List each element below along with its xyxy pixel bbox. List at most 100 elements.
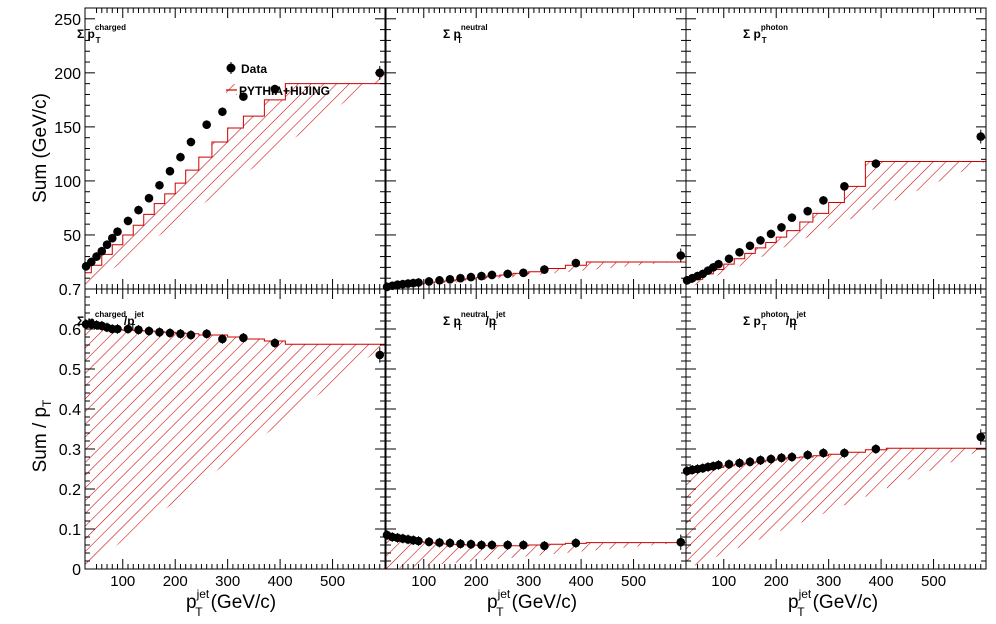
data-point <box>86 257 96 267</box>
data-point <box>777 223 786 232</box>
ylabel-bottom: Sum / pT <box>30 399 54 472</box>
data-point <box>424 537 434 547</box>
panel-photon-frac: 100 200 300 400 500 Σ pphoton T/pjet T <box>682 288 987 590</box>
mc-histogram <box>84 324 386 569</box>
data-point <box>218 334 227 344</box>
y-tick-label: 150 <box>54 120 81 137</box>
data-point <box>819 448 828 458</box>
data-point <box>803 206 812 216</box>
data-point <box>519 268 528 278</box>
data-point <box>477 271 486 281</box>
xlabel-3: pjet T (GeV/c) <box>788 587 878 619</box>
data-point <box>676 251 686 260</box>
data-point <box>92 252 101 261</box>
data-point <box>745 457 755 467</box>
data-point <box>571 538 581 548</box>
data-point <box>155 180 164 190</box>
data-point <box>745 241 755 251</box>
data-point <box>113 324 122 334</box>
x-tick-label: 500 <box>921 573 946 590</box>
data-point <box>186 330 196 340</box>
data-point <box>123 216 133 226</box>
data-point <box>414 536 423 546</box>
data-point <box>503 269 512 279</box>
xlabel-sup: jet <box>497 587 511 601</box>
x-tick-label: 100 <box>110 573 135 590</box>
xlabel-p: p <box>186 592 197 613</box>
data-point <box>976 132 986 141</box>
panel-frame <box>385 288 687 570</box>
data-point <box>239 92 248 101</box>
y-tick-label: 0.1 <box>59 522 81 539</box>
y-tick-label: 0.5 <box>59 362 81 379</box>
data-point <box>735 458 744 468</box>
xlabel-unit: (GeV/c) <box>211 592 276 613</box>
xlabel-sup: jet <box>196 587 210 601</box>
panel-label: Σ pneutral T <box>443 23 488 45</box>
data-point <box>445 538 455 548</box>
data-point <box>113 227 122 237</box>
y-tick-label: 0 <box>72 562 81 579</box>
data-point <box>414 278 423 287</box>
data-point <box>239 333 248 343</box>
xlabel-sub: T <box>496 605 504 619</box>
data-point <box>424 277 434 286</box>
data-point <box>676 537 686 547</box>
data-point <box>477 540 486 550</box>
legend-data-label: Data <box>241 62 267 76</box>
panel-label: Σ pcharged T <box>77 23 126 45</box>
y-tick-label: 0.7 <box>59 282 81 299</box>
data-point <box>165 166 175 176</box>
data-point <box>766 229 776 239</box>
data-point <box>456 273 465 283</box>
panel-neutral-frac: 100 200 300 400 500 Σ pneutral T/pjet T <box>382 288 687 590</box>
x-tick-label: 400 <box>569 573 594 590</box>
y-tick-label: 0.2 <box>59 482 81 499</box>
legend: Data PYTHIA+HIJING <box>226 62 330 98</box>
data-point <box>976 432 986 442</box>
ylabel-bottom-sub: T <box>40 399 54 407</box>
y-tick-label: 100 <box>54 174 81 191</box>
ylabel-top: Sum (GeV/c) <box>30 93 51 203</box>
panel-label: Σ pcharged T/pjet T <box>77 310 144 332</box>
xlabel-p: p <box>788 592 799 613</box>
data-point <box>777 453 786 463</box>
data-point <box>819 196 828 205</box>
panel-label: Σ pphoton T/pjet T <box>743 310 806 332</box>
data-point <box>714 259 723 269</box>
data-point <box>445 274 455 284</box>
data-point <box>871 159 881 168</box>
data-point <box>487 540 497 550</box>
data-point <box>435 538 444 547</box>
xlabel-unit: (GeV/c) <box>813 592 878 613</box>
mc-histogram <box>685 160 986 289</box>
x-tick-label: 300 <box>215 573 240 590</box>
xlabel-p: p <box>487 592 498 613</box>
data-point <box>503 540 512 550</box>
x-tick-label: 300 <box>816 573 841 590</box>
panel-frame <box>685 288 987 570</box>
data-point <box>724 459 734 469</box>
ylabel-bottom-main: Sum / p <box>30 407 51 472</box>
panel-frame <box>84 288 386 570</box>
xlabel-sup: jet <box>798 587 812 601</box>
y-tick-label: 200 <box>54 66 81 83</box>
data-point <box>176 152 185 162</box>
data-point <box>375 350 385 360</box>
data-point <box>540 265 549 274</box>
data-point <box>735 247 744 257</box>
data-point <box>102 240 112 249</box>
data-point <box>466 272 476 282</box>
x-tick-label: 200 <box>764 573 789 590</box>
data-point <box>540 541 549 551</box>
panel-charged-frac: 100 200 300 400 500 0 0.1 0.2 0.3 0.4 0.5 0.6 0.7 Σ p… <box>59 282 386 590</box>
data-point <box>107 233 117 243</box>
x-tick-label: 400 <box>268 573 293 590</box>
y-tick-label: 250 <box>54 12 81 29</box>
mc-histogram <box>84 72 386 289</box>
data-point <box>756 236 765 245</box>
x-tick-label: 500 <box>320 573 345 590</box>
data-point <box>487 270 497 280</box>
